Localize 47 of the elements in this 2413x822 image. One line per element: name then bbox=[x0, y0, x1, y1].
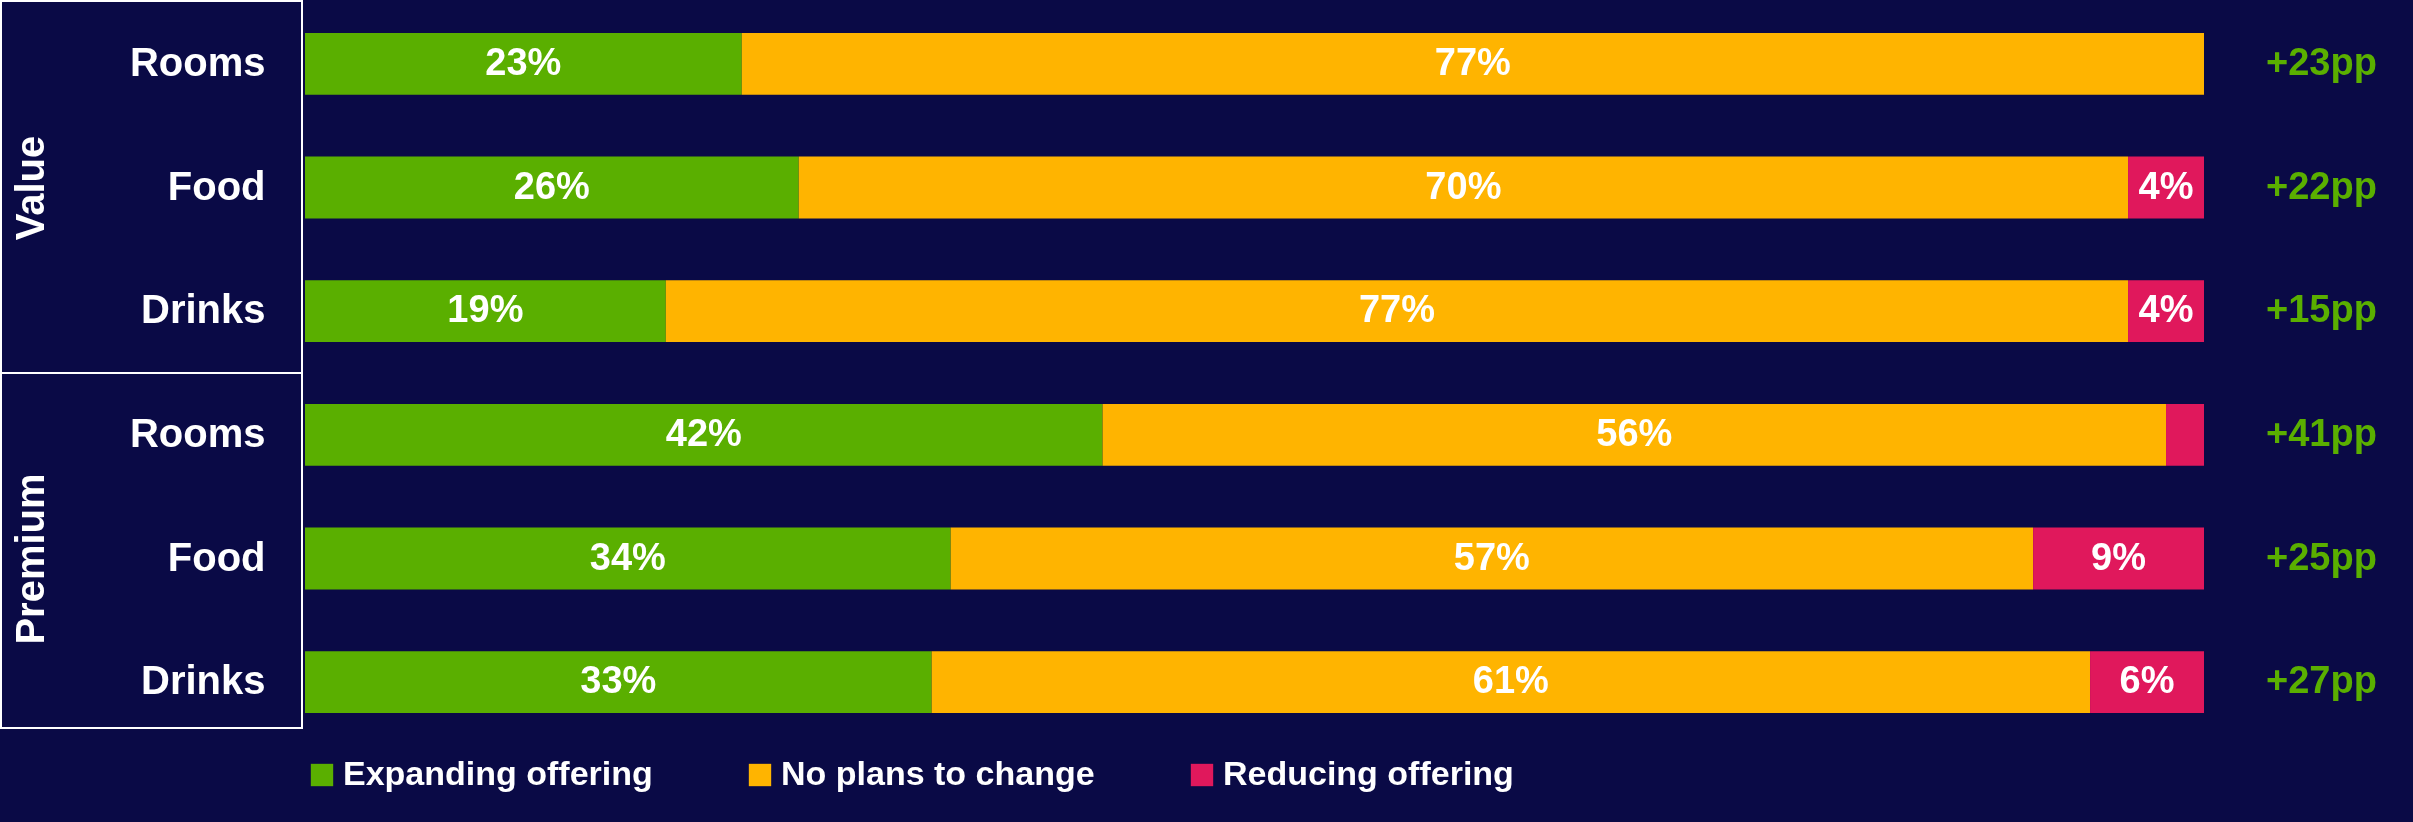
bar bbox=[2166, 403, 2204, 466]
bar bbox=[305, 32, 742, 95]
text: +25pp bbox=[2266, 535, 2377, 578]
data-label: 4% bbox=[2138, 288, 2194, 331]
y-tick-label: Drinks bbox=[141, 658, 266, 703]
bar bbox=[305, 403, 1103, 466]
data-label: 26% bbox=[513, 164, 590, 207]
bar bbox=[798, 156, 2129, 219]
data-label: 42% bbox=[665, 411, 742, 454]
text: +15pp bbox=[2266, 288, 2377, 331]
y-tick-label: Food bbox=[167, 163, 266, 208]
bar bbox=[931, 651, 2091, 714]
data-label: 33% bbox=[580, 659, 657, 702]
legend-label: Expanding offering bbox=[343, 754, 653, 792]
text: +27pp bbox=[2266, 659, 2377, 702]
data-label: 77% bbox=[1358, 288, 1435, 331]
data-label: 70% bbox=[1425, 164, 1502, 207]
legend-label: No plans to change bbox=[781, 754, 1095, 792]
text: Value bbox=[7, 135, 53, 240]
y-tick-label: Rooms bbox=[129, 410, 266, 455]
data-label: 61% bbox=[1472, 659, 1549, 702]
y-tick-label: Rooms bbox=[129, 39, 266, 84]
text: +23pp bbox=[2266, 40, 2377, 83]
y-tick-label: Drinks bbox=[141, 287, 266, 332]
bar bbox=[305, 651, 932, 714]
text: Premium bbox=[7, 472, 53, 645]
data-label: 9% bbox=[2091, 535, 2147, 578]
bar bbox=[950, 527, 2034, 590]
data-label: 19% bbox=[447, 288, 524, 331]
bar bbox=[1102, 403, 2167, 466]
y-tick-label: Food bbox=[167, 534, 266, 579]
bar bbox=[305, 527, 951, 590]
bar bbox=[741, 32, 2204, 95]
data-label: 34% bbox=[589, 535, 666, 578]
bar bbox=[665, 280, 2129, 343]
data-label: 23% bbox=[485, 40, 562, 83]
legend-label: Reducing offering bbox=[1223, 754, 1514, 792]
data-label: 77% bbox=[1434, 40, 1511, 83]
data-label: 56% bbox=[1596, 411, 1673, 454]
data-label: 57% bbox=[1453, 535, 1530, 578]
text: +41pp bbox=[2266, 411, 2377, 454]
bar bbox=[305, 280, 666, 343]
data-label: 4% bbox=[2138, 164, 2194, 207]
bar bbox=[305, 156, 799, 219]
bar bbox=[2033, 527, 2204, 590]
text: +22pp bbox=[2266, 164, 2377, 207]
data-label: 6% bbox=[2119, 659, 2175, 702]
